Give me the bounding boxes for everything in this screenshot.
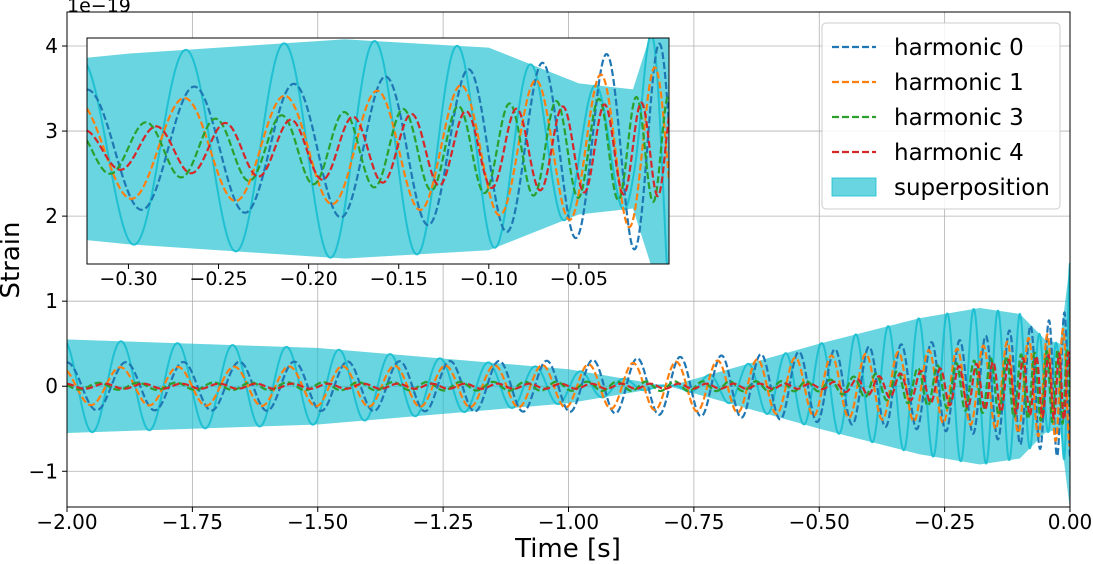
legend-item: harmonic 4: [832, 140, 1024, 166]
inset-x-tick-label: −0.05: [550, 268, 608, 290]
legend-label: superposition: [894, 175, 1050, 201]
series-line-harmonic-4: [87, 101, 669, 198]
legend-label: harmonic 3: [894, 105, 1024, 131]
x-tick-label: 0.00: [1048, 510, 1093, 534]
legend-item: harmonic 3: [832, 105, 1024, 131]
inset-x-tick-label: −0.30: [99, 268, 157, 290]
y-tick-label: −1: [29, 459, 58, 483]
legend-item: superposition: [831, 175, 1050, 201]
legend-box: [821, 22, 1061, 210]
inset-series-group: [87, 38, 669, 264]
legend-item: harmonic 1: [832, 70, 1024, 96]
y-tick-label: 3: [45, 119, 58, 143]
legend-label: harmonic 4: [894, 140, 1024, 166]
superposition-line: [87, 38, 668, 264]
series-line-harmonic-0: [87, 42, 669, 251]
legend-swatch: [831, 177, 877, 197]
y-tick-label: 4: [45, 34, 58, 58]
x-tick-label: −0.50: [789, 510, 850, 534]
legend-item: harmonic 0: [832, 35, 1024, 61]
inset-x-tick-label: −0.10: [460, 268, 518, 290]
series-line-harmonic-3: [67, 346, 1070, 426]
inset-axes-frame: [86, 37, 670, 265]
series-line-harmonic-1: [67, 327, 1070, 447]
inset-x-tick-label: −0.25: [189, 268, 247, 290]
y-axis-title: Strain: [0, 221, 26, 298]
inset-x-tick-label: −0.15: [370, 268, 428, 290]
x-tick-label: −1.50: [287, 510, 348, 534]
series-line-harmonic-3: [87, 94, 669, 203]
legend-label: harmonic 1: [894, 70, 1024, 96]
x-axis-title-text: Time [s]: [514, 534, 621, 564]
y-tick-label: 2: [45, 204, 58, 228]
main-series-group: [67, 262, 1070, 507]
series-line-harmonic-1: [87, 66, 669, 229]
series-line-harmonic-4: [67, 351, 1070, 421]
superposition-area: [67, 262, 1070, 507]
legend-label: harmonic 0: [894, 35, 1024, 61]
x-tick-label: −1.25: [412, 510, 473, 534]
y-offset-label: 1e−19: [67, 0, 131, 17]
x-axis-title: Time [s]: [514, 534, 621, 564]
legend-items: harmonic 0 harmonic 1 harmonic 3 harmonic 4…: [831, 35, 1050, 201]
legend: harmonic 0 harmonic 1 harmonic 3 harmonic 4…: [821, 22, 1061, 210]
x-tick-label: −1.00: [538, 510, 599, 534]
x-tick-label: −2.00: [36, 510, 97, 534]
main-ticks: −2.00 −1.75 −1.50 −1.25 −1.00 −0.75 −0.50 −0.25…: [29, 34, 1093, 534]
y-tick-label: 1: [45, 289, 58, 313]
x-tick-label: −0.75: [663, 510, 724, 534]
inset-x-tick-label: −0.20: [280, 268, 338, 290]
x-tick-label: −1.75: [162, 510, 223, 534]
inset-ticks: −0.30 −0.25 −0.20 −0.15 −0.10 −0.05: [99, 264, 608, 290]
superposition-area: [87, 38, 669, 264]
y-tick-label: 0: [45, 374, 58, 398]
x-tick-label: −0.25: [914, 510, 975, 534]
